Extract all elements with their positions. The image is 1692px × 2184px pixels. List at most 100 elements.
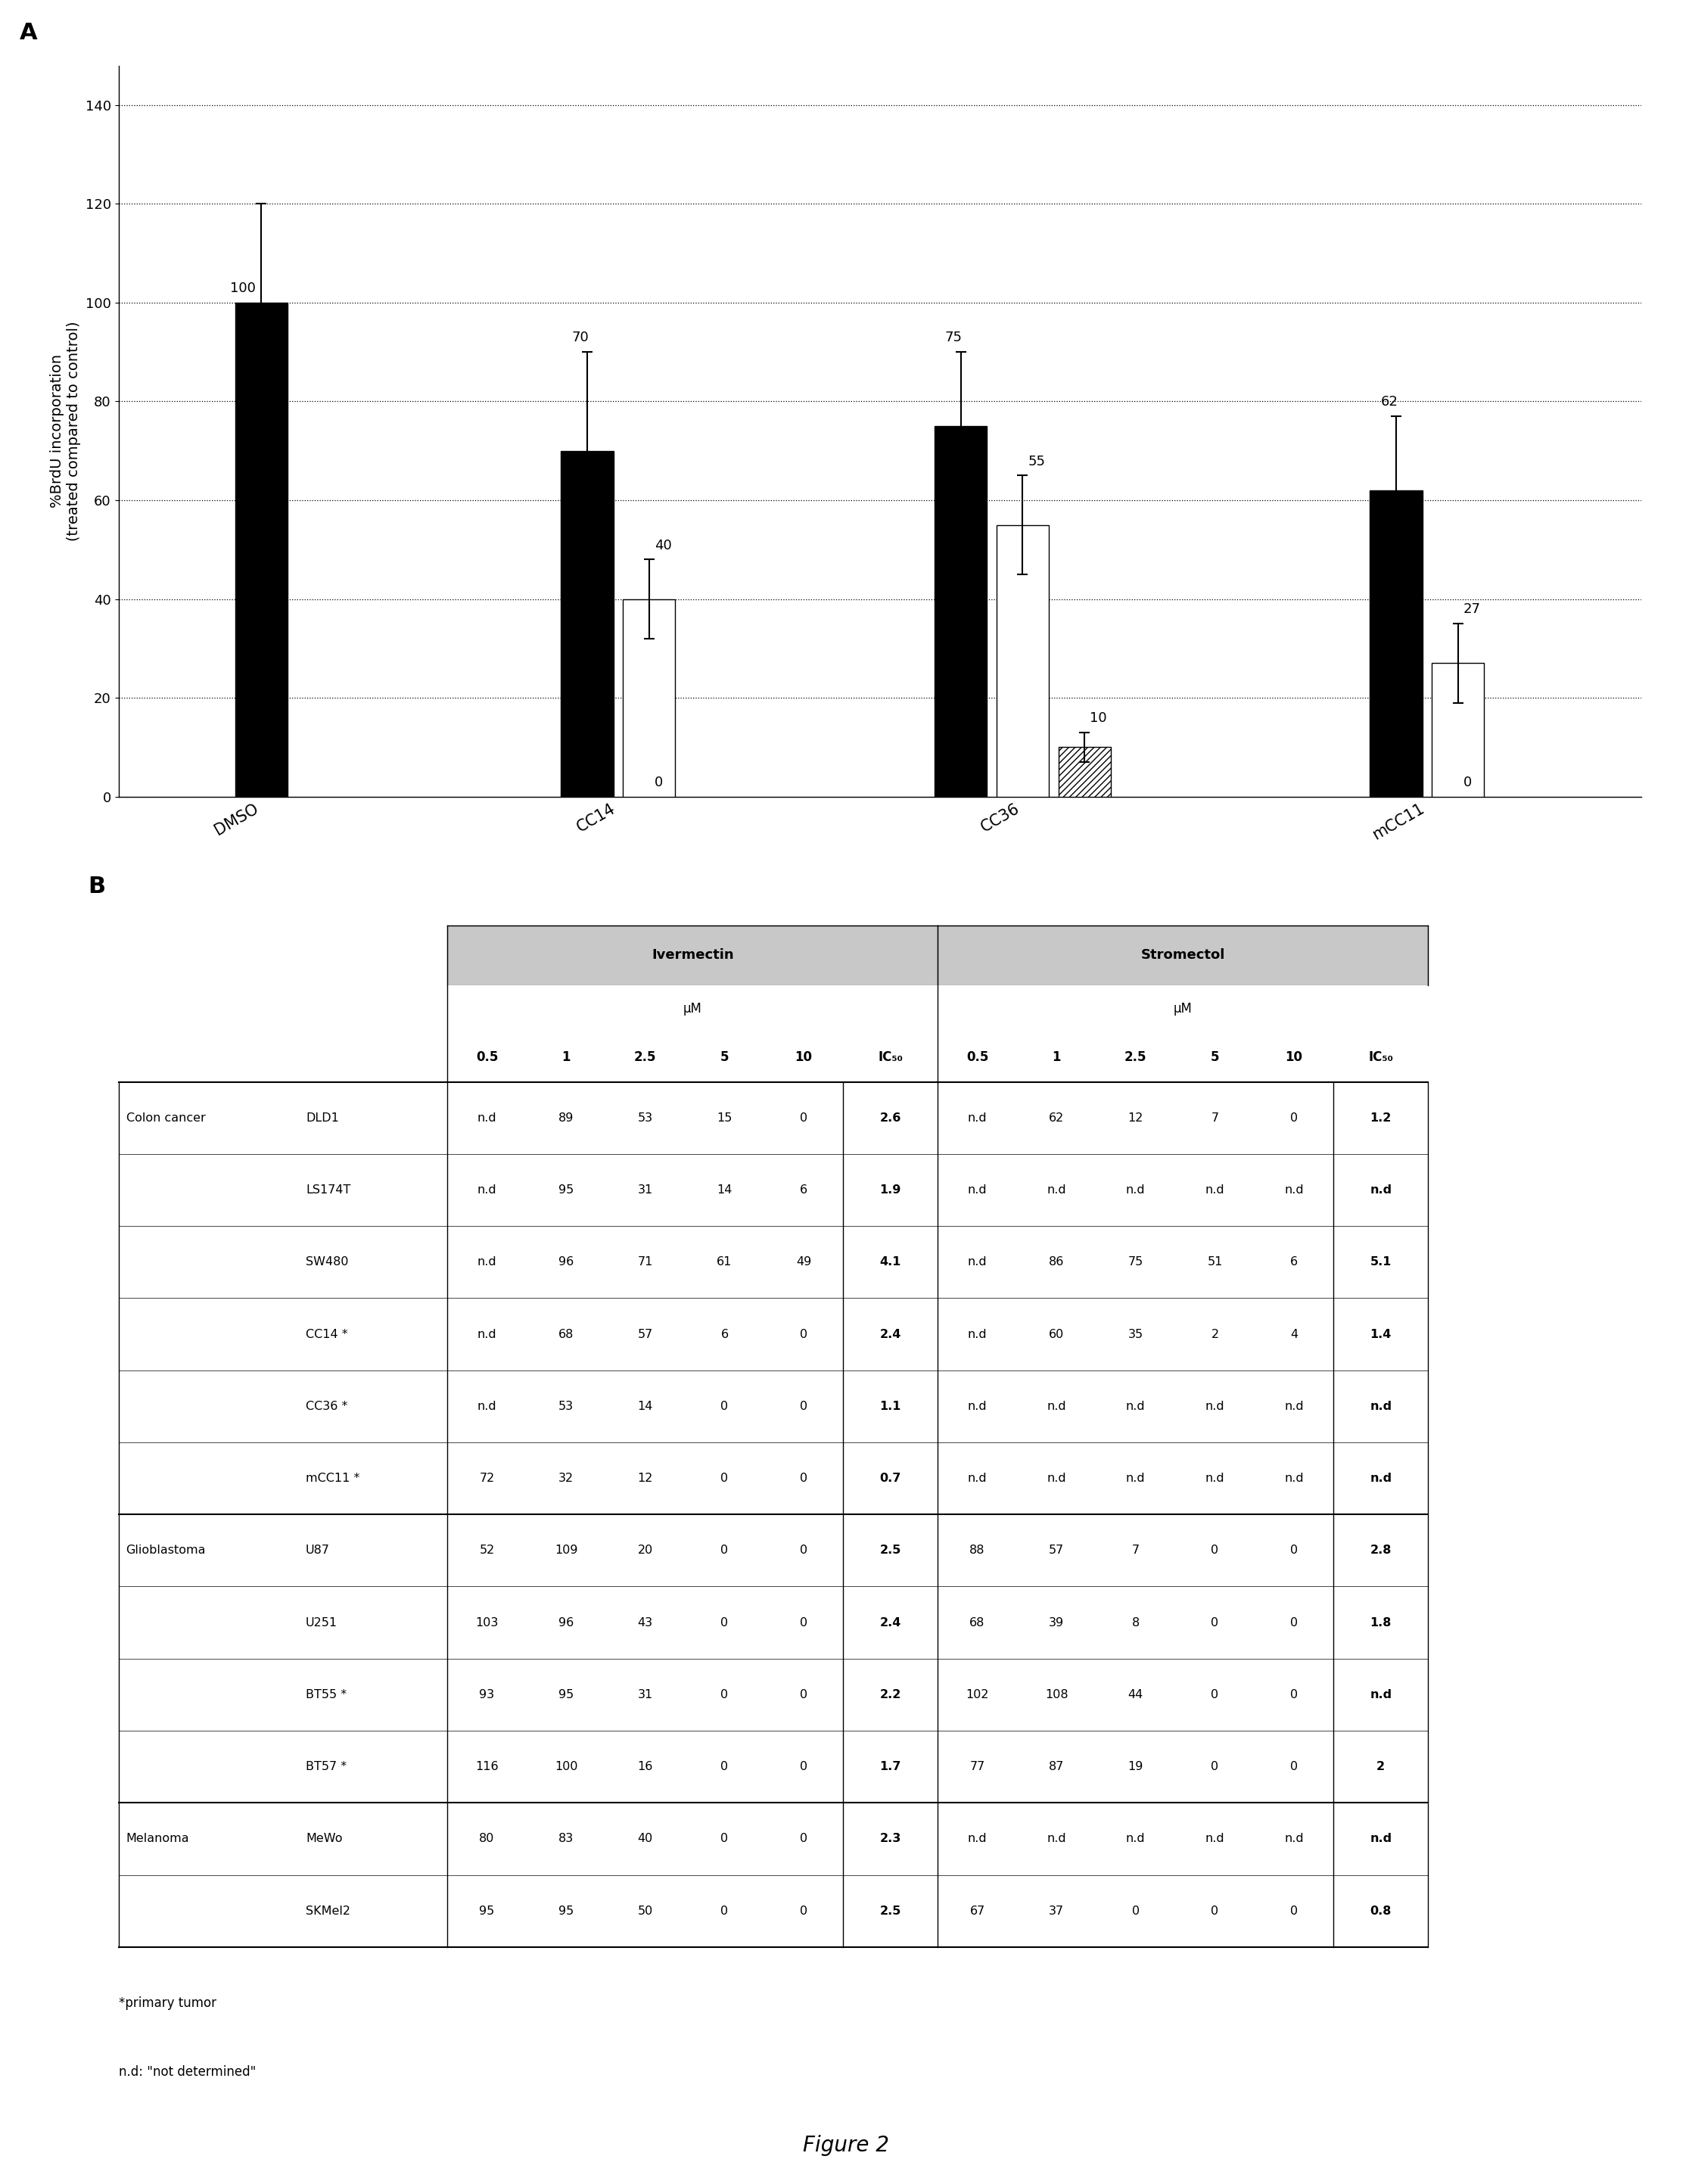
Bar <box>937 985 1428 1033</box>
Text: 67: 67 <box>970 1904 985 1918</box>
Text: U87: U87 <box>306 1544 330 1557</box>
Text: 40: 40 <box>655 539 672 553</box>
Text: n.d: n.d <box>968 1832 986 1845</box>
Text: 1.2: 1.2 <box>1371 1112 1391 1123</box>
Text: 53: 53 <box>638 1112 653 1123</box>
Y-axis label: %BrdU incorporation
(treated compared to control): %BrdU incorporation (treated compared to… <box>51 321 81 542</box>
Text: 93: 93 <box>479 1688 494 1701</box>
Text: n.d: n.d <box>1371 1400 1393 1413</box>
Text: μM: μM <box>1174 1002 1193 1016</box>
Text: 5: 5 <box>1210 1051 1220 1064</box>
Text: 75: 75 <box>946 332 963 345</box>
Text: n.d: n.d <box>1371 1184 1393 1195</box>
Text: 32: 32 <box>558 1472 574 1485</box>
Text: 5: 5 <box>721 1051 729 1064</box>
Text: 0: 0 <box>800 1472 807 1485</box>
Text: 108: 108 <box>1046 1688 1068 1701</box>
Text: n.d: n.d <box>477 1400 497 1413</box>
Text: 95: 95 <box>558 1184 574 1195</box>
Text: 5.1: 5.1 <box>1371 1256 1391 1267</box>
Text: n.d: n.d <box>477 1184 497 1195</box>
Bar <box>1058 747 1110 797</box>
Text: 49: 49 <box>795 1256 812 1267</box>
Text: 6: 6 <box>800 1184 807 1195</box>
Text: 100: 100 <box>230 282 255 295</box>
Text: 2.8: 2.8 <box>1371 1544 1391 1557</box>
Text: 44: 44 <box>1129 1688 1144 1701</box>
Text: 0: 0 <box>721 1472 728 1485</box>
Text: 96: 96 <box>558 1256 574 1267</box>
Text: 0: 0 <box>800 1544 807 1557</box>
Text: 0: 0 <box>1211 1616 1218 1629</box>
Text: n.d: n.d <box>1047 1400 1066 1413</box>
Text: 2.5: 2.5 <box>634 1051 656 1064</box>
Text: n.d: n.d <box>1125 1400 1145 1413</box>
Text: n.d: n.d <box>968 1400 986 1413</box>
Text: BT57 *: BT57 * <box>306 1760 347 1773</box>
Text: 35: 35 <box>1129 1328 1144 1341</box>
Text: 0.7: 0.7 <box>880 1472 902 1485</box>
Text: n.d: n.d <box>1205 1472 1225 1485</box>
Text: 1.4: 1.4 <box>1371 1328 1391 1341</box>
Text: 7: 7 <box>1211 1112 1218 1123</box>
Text: 10: 10 <box>1286 1051 1303 1064</box>
Text: 10: 10 <box>795 1051 812 1064</box>
Text: 0: 0 <box>1291 1760 1298 1773</box>
Text: 51: 51 <box>1206 1256 1223 1267</box>
Text: 14: 14 <box>638 1400 653 1413</box>
Text: 0: 0 <box>800 1760 807 1773</box>
Text: n.d: n.d <box>968 1472 986 1485</box>
Text: 6: 6 <box>1291 1256 1298 1267</box>
Text: CC14 *: CC14 * <box>306 1328 349 1341</box>
Text: Figure 2: Figure 2 <box>804 2134 888 2156</box>
Text: 62: 62 <box>1049 1112 1064 1123</box>
Text: Stromectol: Stromectol <box>1140 948 1225 961</box>
Text: 0: 0 <box>721 1616 728 1629</box>
Text: 95: 95 <box>558 1688 574 1701</box>
Text: 75: 75 <box>1129 1256 1144 1267</box>
Text: Melanoma: Melanoma <box>127 1832 190 1845</box>
Text: 7: 7 <box>1132 1544 1139 1557</box>
Text: 0: 0 <box>721 1400 728 1413</box>
Text: 2.3: 2.3 <box>880 1832 902 1845</box>
Text: n.d: n.d <box>1047 1184 1066 1195</box>
Text: n.d: n.d <box>1371 1832 1393 1845</box>
Text: 0: 0 <box>800 1688 807 1701</box>
Text: 0: 0 <box>1211 1904 1218 1918</box>
Text: n.d: n.d <box>968 1112 986 1123</box>
Text: 0: 0 <box>721 1832 728 1845</box>
Text: 83: 83 <box>558 1832 574 1845</box>
Text: 0: 0 <box>800 1832 807 1845</box>
Text: 40: 40 <box>638 1832 653 1845</box>
Text: n.d: n.d <box>1371 1472 1393 1485</box>
Text: 31: 31 <box>638 1184 653 1195</box>
Text: 57: 57 <box>1049 1544 1064 1557</box>
Text: n.d: "not determined": n.d: "not determined" <box>118 2066 255 2079</box>
Text: 2.4: 2.4 <box>880 1616 902 1629</box>
Text: 89: 89 <box>558 1112 574 1123</box>
Text: 37: 37 <box>1049 1904 1064 1918</box>
Bar <box>1431 664 1484 797</box>
Text: 0: 0 <box>1291 1904 1298 1918</box>
Text: 0: 0 <box>1291 1544 1298 1557</box>
Bar <box>997 524 1049 797</box>
Text: 0: 0 <box>1291 1616 1298 1629</box>
Text: 109: 109 <box>555 1544 577 1557</box>
Text: n.d: n.d <box>1284 1832 1305 1845</box>
Text: n.d: n.d <box>1047 1832 1066 1845</box>
Text: 0: 0 <box>1464 775 1472 788</box>
Text: 68: 68 <box>558 1328 574 1341</box>
Text: n.d: n.d <box>477 1256 497 1267</box>
Text: Glioblastoma: Glioblastoma <box>127 1544 206 1557</box>
Text: 2.4: 2.4 <box>880 1328 902 1341</box>
Text: 68: 68 <box>970 1616 985 1629</box>
Text: 0: 0 <box>1132 1904 1139 1918</box>
Text: 1.8: 1.8 <box>1371 1616 1391 1629</box>
Text: 1: 1 <box>562 1051 570 1064</box>
Text: 6: 6 <box>721 1328 728 1341</box>
Text: CC36 *: CC36 * <box>306 1400 347 1413</box>
Text: n.d: n.d <box>968 1256 986 1267</box>
Text: 100: 100 <box>555 1760 577 1773</box>
Text: 50: 50 <box>638 1904 653 1918</box>
Text: 0.5: 0.5 <box>966 1051 988 1064</box>
